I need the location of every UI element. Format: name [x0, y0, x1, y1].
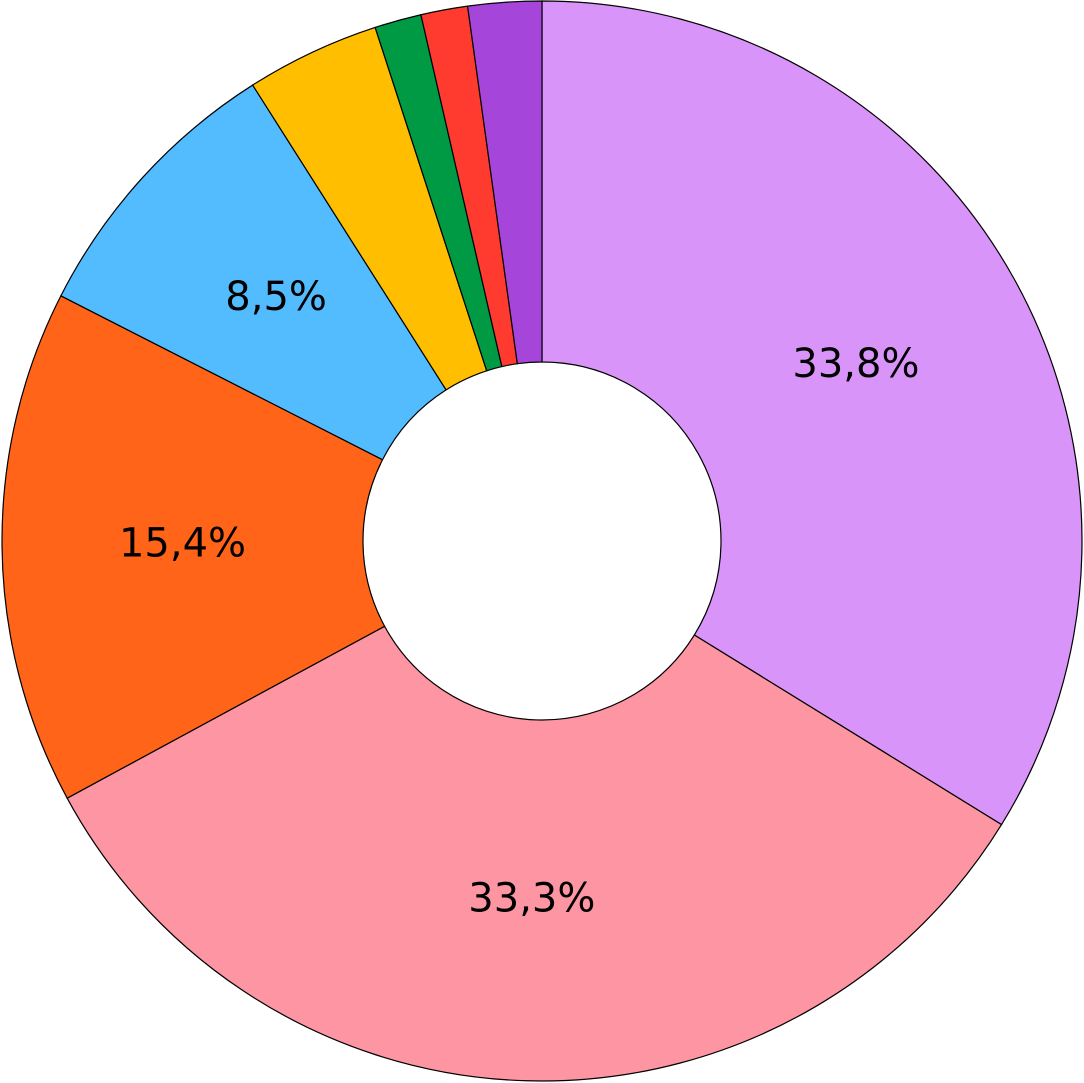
slice [60, 84, 447, 461]
value-label: 33,3% [468, 875, 595, 921]
slice [1, 295, 386, 799]
slice [466, 0, 543, 365]
value-label: 33,8% [792, 341, 919, 387]
slice [541, 0, 1083, 826]
value-label: 8,5% [225, 274, 327, 320]
slice [66, 625, 1003, 1082]
value-label: 15,4% [119, 521, 246, 567]
